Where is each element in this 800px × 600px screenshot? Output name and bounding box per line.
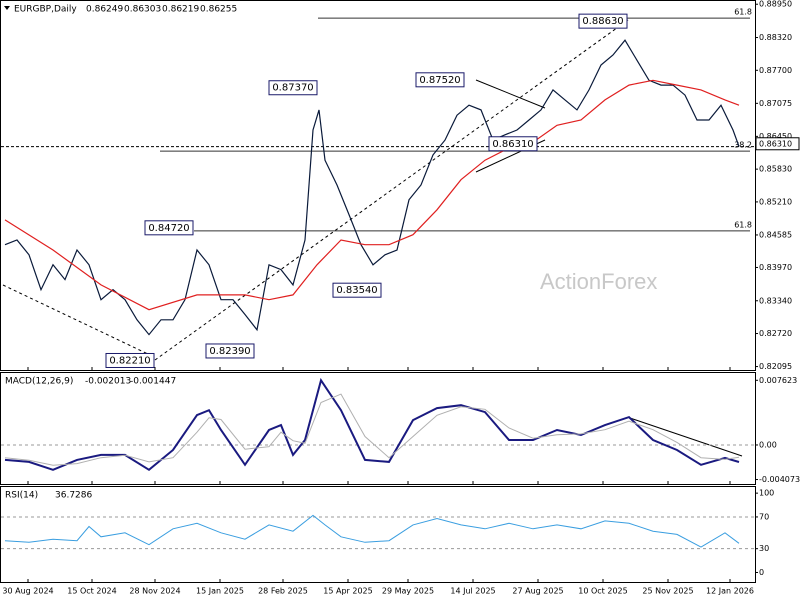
ohlc-low: 0.86219 [162, 5, 199, 15]
x-tick-label: 29 May 2025 [382, 587, 434, 596]
annotation-label: 0.87520 [419, 75, 460, 86]
y-tick-label: 0.82720 [759, 329, 792, 338]
x-tick-label: 14 Jul 2025 [450, 587, 495, 596]
annotation-box [488, 136, 538, 152]
annotation-box [144, 220, 194, 236]
x-tick-label: 28 Feb 2025 [258, 587, 308, 596]
price-marker-box [755, 137, 800, 151]
y-tick-label: 0.82095 [759, 362, 792, 371]
trendline [629, 417, 743, 457]
fib-label: 61.8 [734, 220, 752, 229]
annotation-box [578, 13, 628, 29]
x-tick-label: 15 Apr 2025 [323, 587, 372, 596]
price-marker-label: 0.86310 [759, 139, 792, 148]
annotation-label: 0.88630 [582, 16, 623, 27]
y-tick-label: 0.00 [759, 440, 777, 449]
y-tick-label: 0.85210 [759, 197, 792, 206]
trendline [154, 19, 629, 361]
annotation-label: 0.82210 [109, 355, 150, 366]
panel-frame [0, 372, 756, 485]
rsi-title: RSI(14) [5, 491, 38, 501]
series-line [4, 39, 740, 336]
y-tick-label: 0.86450 [759, 132, 792, 141]
annotation-label: 0.84720 [148, 223, 189, 234]
y-tick-label: 0.87075 [759, 99, 792, 108]
y-tick-label: 0.88950 [759, 0, 792, 9]
x-tick-label: 15 Oct 2024 [67, 587, 116, 596]
series-line [4, 377, 740, 472]
fib-label: 61.8 [734, 8, 752, 17]
rsi-readout: 36.7286 [55, 491, 92, 501]
y-tick-label: 30 [759, 544, 769, 553]
annotation-label: 0.86310 [492, 139, 533, 150]
x-tick-label: 27 Aug 2025 [512, 587, 563, 596]
menu-icon [4, 6, 10, 10]
y-tick-label: -0.004073 [759, 475, 800, 484]
annotation-label: 0.83540 [336, 285, 377, 296]
ohlc-open: 0.86249 [86, 5, 123, 15]
x-tick-label: 12 Jan 2026 [706, 587, 754, 596]
macd-readout: -0.002013 [85, 377, 131, 387]
ohlc-close: 0.86255 [200, 5, 237, 15]
annotation-box [268, 80, 318, 96]
x-tick-label: 10 Oct 2025 [578, 587, 627, 596]
panel-frames [0, 0, 756, 583]
macd-readout: -0.001447 [130, 377, 176, 387]
x-tick-label: 28 Nov 2024 [129, 587, 180, 596]
y-tick-label: 100 [759, 489, 774, 498]
trendline [475, 79, 546, 109]
series-line [4, 79, 740, 311]
y-tick-label: 0.83970 [759, 263, 792, 272]
y-tick-label: 0.84585 [759, 230, 792, 239]
annotation-box [415, 72, 465, 88]
y-tick-label: 0.87700 [759, 66, 792, 75]
panel-frame [0, 486, 756, 583]
x-tick-label: 25 Nov 2025 [642, 587, 693, 596]
panel-frame [0, 0, 756, 371]
symbol: EURGBP,Daily [14, 5, 77, 15]
annotation-label: 0.82390 [209, 346, 250, 357]
annotation-box [105, 352, 155, 368]
annotation-label: 0.87370 [272, 83, 313, 94]
annotation-box [205, 343, 255, 359]
ohlc-high: 0.86303 [124, 5, 161, 15]
y-tick-label: 0.88320 [759, 33, 792, 42]
fib-label: 38.2 [734, 141, 752, 150]
y-tick-label: 0.85830 [759, 165, 792, 174]
watermark: ActionForex [540, 269, 657, 294]
annotation-box [332, 282, 382, 298]
series-line [4, 514, 740, 548]
x-tick-label: 15 Jan 2025 [196, 587, 244, 596]
y-tick-label: 0.83340 [759, 296, 792, 305]
y-tick-label: 0 [759, 568, 764, 577]
macd-title: MACD(12,26,9) [5, 377, 73, 387]
y-tick-label: 0.007623 [759, 376, 797, 385]
y-tick-label: 70 [759, 512, 769, 521]
x-tick-label: 30 Aug 2024 [2, 587, 53, 596]
series-line [4, 393, 740, 466]
